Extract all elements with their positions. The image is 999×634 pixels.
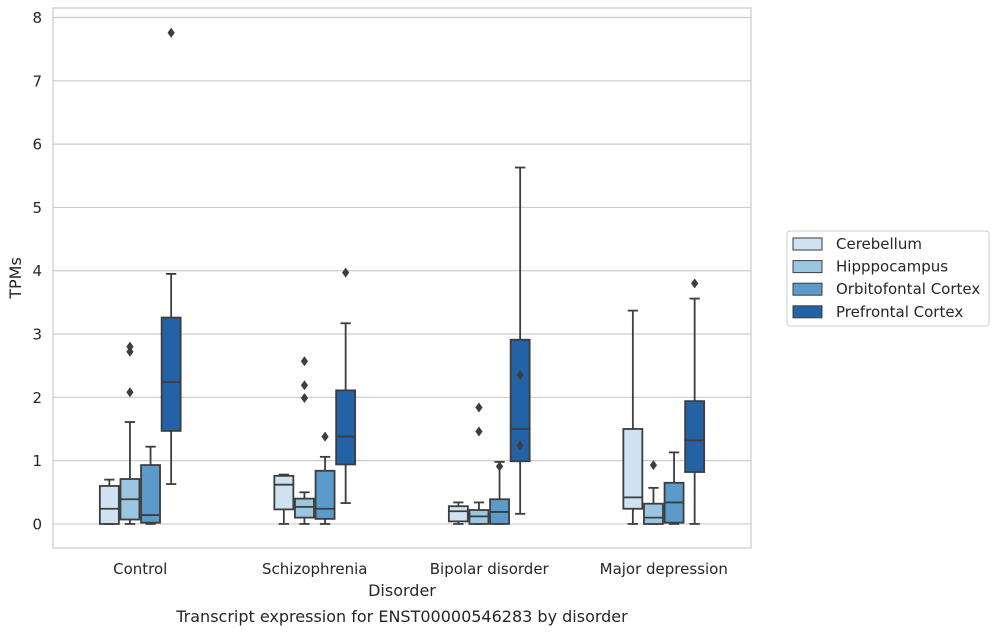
legend-frame: [786, 230, 990, 327]
outlier-marker: [516, 370, 524, 381]
x-tick-label: Bipolar disorder: [430, 560, 550, 578]
outlier-marker: [475, 402, 483, 413]
y-tick-label: 8: [32, 9, 42, 27]
outlier-marker: [300, 392, 309, 403]
outlier-marker: [126, 346, 134, 357]
y-tick-label: 0: [32, 515, 42, 533]
outlier-marker: [300, 356, 309, 367]
box-2-0: [447, 501, 469, 525]
box-body: [294, 497, 315, 519]
box-2-3: [509, 166, 531, 515]
box-body: [622, 428, 644, 510]
outlier-marker: [342, 267, 350, 278]
y-tick-label: 1: [32, 452, 42, 470]
legend-label: Cerebellum: [836, 235, 922, 253]
y-tick-label: 3: [32, 326, 42, 344]
legend-swatch: [792, 260, 823, 274]
y-tick-label: 5: [32, 199, 42, 217]
x-axis-label: Disorder: [368, 581, 436, 600]
box-body: [98, 485, 120, 525]
outlier-marker: [167, 27, 175, 38]
box-1-2: [314, 431, 336, 525]
box-body: [140, 464, 161, 524]
outlier-marker: [516, 440, 524, 451]
legend-label: Orbitofontal Cortex: [836, 280, 980, 298]
x-tick-label: Schizophrenia: [262, 560, 367, 578]
outlier-marker: [649, 460, 658, 471]
y-axis-label: TPMs: [6, 257, 25, 300]
box-0-0: [98, 478, 120, 525]
legend-label: Prefrontal Cortex: [836, 303, 963, 321]
x-tick-label: Control: [113, 560, 167, 578]
outlier-marker: [300, 380, 309, 391]
x-axis-ticks: Control Schizophrenia Bipolar disorder Majo…: [113, 560, 728, 578]
legend-label: Hipppocampus: [836, 258, 948, 276]
legend: Cerebellum Hipppocampus Orbitofontal Corte…: [786, 230, 990, 327]
box-0-1: [119, 341, 141, 525]
outlier-marker: [126, 341, 134, 352]
outlier-marker: [475, 426, 483, 437]
box-2-2: [489, 461, 510, 525]
box-3-2: [663, 451, 685, 525]
outlier-marker: [495, 461, 504, 472]
box-body: [273, 474, 295, 511]
legend-swatch: [792, 237, 823, 251]
outlier-marker: [321, 431, 329, 442]
legend-swatch: [792, 282, 823, 296]
plot-frame: [52, 7, 752, 549]
legend-swatch: [792, 305, 823, 319]
box-body: [160, 316, 182, 432]
box-body: [684, 400, 706, 473]
box-body: [314, 469, 336, 520]
box-body: [509, 338, 531, 463]
y-axis-ticks: 0 1 2 3 4 5 6 7 8: [32, 9, 42, 533]
chart-caption: Transcript expression for ENST0000054628…: [175, 607, 628, 626]
y-tick-label: 7: [32, 72, 42, 90]
y-tick-label: 6: [32, 136, 42, 154]
box-3-3: [684, 278, 706, 525]
y-tick-label: 4: [32, 262, 42, 280]
y-tick-label: 2: [32, 389, 42, 407]
box-3-1: [643, 460, 664, 525]
outlier-marker: [691, 278, 699, 289]
box-3-0: [622, 309, 644, 525]
box-0-3: [160, 27, 182, 485]
box-2-1: [468, 402, 490, 525]
box-series: [98, 27, 706, 525]
box-body: [643, 502, 664, 525]
box-0-2: [140, 445, 161, 525]
box-1-1: [294, 356, 315, 525]
box-body: [335, 389, 357, 466]
box-1-0: [273, 473, 295, 525]
box-body: [447, 505, 469, 523]
x-tick-label: Major depression: [600, 560, 728, 578]
box-1-3: [335, 267, 357, 504]
outlier-marker: [126, 387, 134, 398]
